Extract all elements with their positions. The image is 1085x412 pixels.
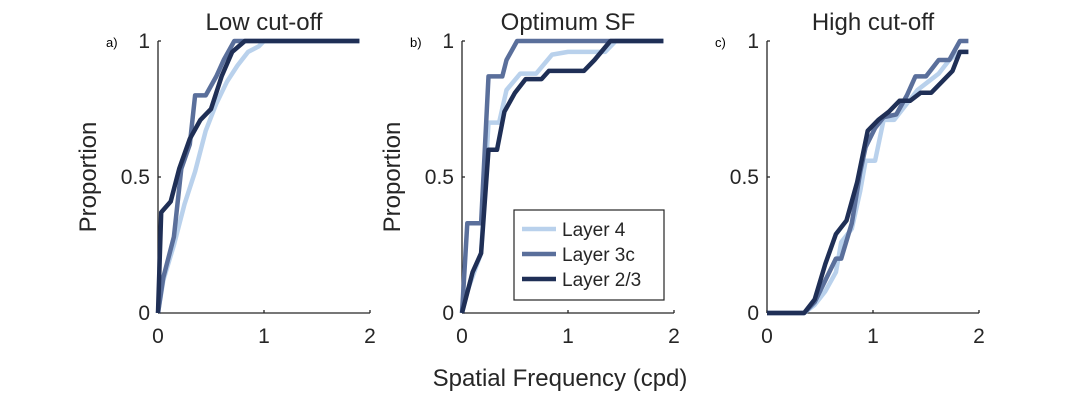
- panel-3: High cut-off c) 0 0.5 1 0 1 2: [715, 9, 985, 348]
- y-axis-label: Proportion: [379, 122, 406, 233]
- x-tick-label: 0: [761, 325, 773, 348]
- panel-letter: c): [715, 35, 726, 50]
- y-tick-label: 0: [747, 302, 759, 325]
- series-line-layer-3c: [767, 38, 969, 316]
- x-tick-label: 2: [668, 325, 680, 348]
- x-tick-label: 0: [456, 325, 468, 348]
- x-tick-label: 1: [867, 325, 879, 348]
- y-tick-label: 0: [138, 302, 150, 325]
- y-tick-label: 1: [442, 30, 454, 53]
- y-tick-label: 0.5: [730, 166, 759, 189]
- series-line-layer-2-3: [767, 49, 969, 316]
- legend: Layer 4 Layer 3c Layer 2/3: [513, 209, 665, 301]
- x-tick-label: 1: [562, 325, 574, 348]
- panel-title: Optimum SF: [501, 9, 636, 36]
- series-line-layer-2-3: [459, 38, 664, 314]
- x-tick-label: 2: [364, 325, 376, 348]
- series-line-layer-3c: [459, 38, 664, 314]
- x-tick-label: 0: [152, 325, 164, 348]
- y-axis-label: Proportion: [75, 122, 102, 233]
- y-tick-label: 1: [138, 30, 150, 53]
- x-tick-label: 2: [973, 325, 985, 348]
- legend-item-label: Layer 3c: [562, 245, 635, 266]
- y-tick-label: 0.5: [121, 166, 150, 189]
- series-line-layer-3c: [155, 38, 360, 314]
- series-line-layer-4: [767, 49, 969, 316]
- panel-1: Low cut-off a) Proportion 0 0.5 1 0 1 2: [75, 9, 376, 348]
- panel-letter: b): [410, 35, 422, 50]
- y-tick-label: 0.5: [425, 166, 454, 189]
- y-tick-label: 0: [442, 302, 454, 325]
- panel-title: Low cut-off: [206, 9, 323, 36]
- series-line-layer-2-3: [155, 38, 360, 314]
- shared-x-axis-label: Spatial Frequency (cpd): [433, 365, 688, 392]
- panel-title: High cut-off: [812, 9, 935, 36]
- series-line-layer-4: [155, 38, 360, 314]
- legend-item-label: Layer 4: [562, 220, 626, 241]
- y-tick-label: 1: [747, 30, 759, 53]
- x-tick-label: 1: [258, 325, 270, 348]
- panel-letter: a): [106, 35, 118, 50]
- panel-2: Optimum SF b) Proportion 0 0.5 1 0 1 2: [379, 9, 680, 348]
- legend-item-label: Layer 2/3: [562, 270, 641, 291]
